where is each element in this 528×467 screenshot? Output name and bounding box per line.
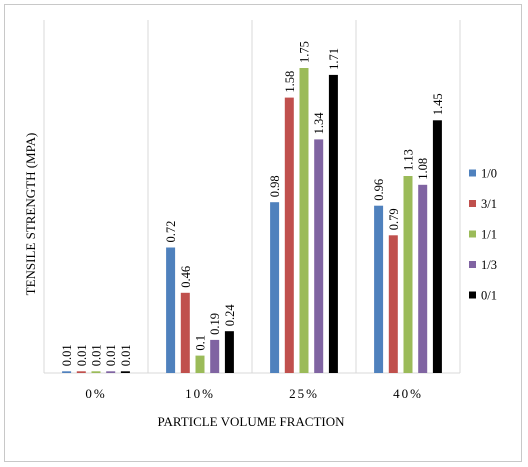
x-axis-title: PARTICLE VOLUME FRACTION	[157, 414, 345, 429]
y-axis-title: TENSILE STRENGTH (MPA)	[23, 133, 38, 296]
data-label: 0.01	[119, 344, 133, 366]
bars	[62, 68, 442, 374]
data-label: 0.79	[387, 208, 401, 230]
bar	[91, 371, 101, 373]
x-tick-label: 0%	[85, 386, 106, 401]
legend: 1/0 3/1 1/1 1/3 0/1	[469, 167, 497, 303]
bar	[418, 184, 428, 373]
data-label: 1.45	[431, 93, 445, 115]
legend-label: 3/1	[481, 197, 497, 211]
bar	[284, 97, 294, 373]
bar	[403, 176, 413, 373]
bar	[224, 331, 234, 373]
legend-label: 1/0	[481, 167, 497, 181]
bar	[106, 371, 116, 373]
data-label: 0.24	[223, 304, 237, 327]
legend-swatch	[469, 200, 476, 207]
bar	[120, 371, 130, 373]
bar	[299, 68, 309, 373]
bar	[328, 74, 338, 374]
x-tick-label: 40%	[393, 386, 423, 401]
data-label: 1.34	[312, 112, 326, 135]
bar	[76, 371, 86, 373]
bar	[166, 247, 176, 373]
data-label: 1.08	[416, 158, 430, 180]
data-label: 0.46	[179, 266, 193, 288]
bar	[388, 235, 398, 373]
legend-swatch	[469, 291, 476, 299]
bar	[374, 205, 384, 373]
bar	[270, 202, 280, 373]
data-label: 1.58	[283, 71, 297, 93]
data-label: 0.96	[372, 179, 386, 201]
data-label: 0.98	[268, 175, 282, 197]
bar	[314, 139, 324, 373]
bar	[432, 120, 442, 373]
x-tick-label: 25%	[289, 386, 319, 401]
data-labels: 0.01 0.01 0.01 0.01 0.010.720.460.10.19 0.240…	[60, 41, 445, 366]
bar	[195, 355, 205, 373]
legend-swatch	[469, 169, 476, 177]
data-label: 0.01	[104, 344, 118, 366]
data-label: 0.1	[194, 335, 208, 351]
data-label: 0.19	[208, 313, 222, 335]
legend-label: 1/1	[481, 228, 497, 242]
data-label: 0.01	[90, 344, 104, 366]
bar	[180, 292, 190, 373]
legend-swatch	[469, 230, 476, 238]
data-label: 1.13	[402, 149, 416, 171]
x-tick-label: 10%	[185, 386, 215, 401]
data-label: 1.75	[298, 41, 312, 63]
data-label: 0.01	[60, 344, 74, 366]
data-label: 0.01	[75, 344, 89, 366]
legend-label: 1/3	[481, 258, 497, 272]
bar	[210, 339, 220, 373]
legend-swatch	[469, 261, 476, 268]
bar	[62, 371, 72, 373]
data-label: 0.72	[164, 221, 178, 243]
legend-label: 0/1	[481, 289, 497, 303]
x-tick-labels: 0% 10% 25% 40%	[85, 386, 423, 401]
data-label: 1.71	[327, 48, 341, 70]
